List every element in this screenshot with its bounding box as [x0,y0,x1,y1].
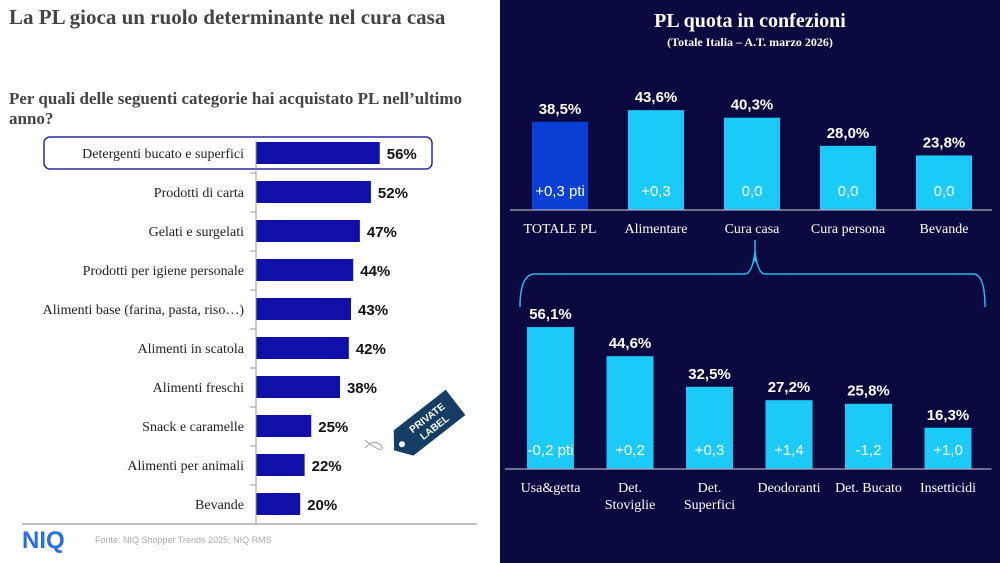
bar [256,415,312,437]
category-label: Det. Bucato [835,481,902,496]
change-label: +0,3 [641,183,671,200]
value-label: 25% [318,419,348,436]
category-label: TOTALE PL [524,222,597,237]
bar [820,145,876,210]
category-label: Prodotti di carta [154,186,245,201]
bar [256,181,371,203]
change-label: +1,4 [774,442,804,459]
value-label: 44,6% [609,335,652,352]
bar [686,386,733,469]
value-label: 22% [312,458,342,475]
change-label: +0,2 [615,442,645,459]
value-label: 23,8% [923,134,966,151]
category-label: Alimenti per animali [127,459,244,474]
category-label: Det. Stoviglie [605,481,656,513]
category-label: Alimentare [625,222,688,237]
value-label: 43% [358,302,388,319]
private-label-tag-icon: PRIVATE LABEL [364,389,466,456]
bar [256,142,380,164]
bar [256,376,340,398]
value-label: 43,6% [635,89,678,106]
change-label: +0,3 [695,442,725,459]
category-label: Cura casa [725,222,781,237]
source-note: Fonte: NIQ Shopper Trends 2025; NIQ RMS [95,535,272,545]
change-label: -0,2 pti [528,442,574,459]
bar [256,220,360,242]
category-label: Deodoranti [758,481,821,496]
chart-title: PL quota in confezioni [654,10,846,32]
value-label: 38,5% [539,101,582,118]
change-label: 0,0 [742,183,763,200]
category-label: Prodotti per igiene personale [83,264,244,279]
value-label: 40,3% [731,97,774,114]
category-label: Snack e caramelle [142,420,244,435]
category-label: Bevande [195,498,244,513]
bar [845,403,892,469]
change-label: +1,0 [933,442,963,459]
category-label: Gelati e surgelati [149,225,244,240]
bar [924,427,972,469]
value-label: 42% [356,341,386,358]
value-label: 20% [307,497,337,514]
category-label: Alimenti in scatola [137,342,244,357]
bar [256,259,354,281]
value-label: 52% [378,185,408,202]
value-label: 27,2% [768,379,811,396]
bar [256,493,301,515]
value-label: 47% [367,224,397,241]
survey-question: Per quali delle seguenti categorie hai a… [9,89,462,128]
category-label: Alimenti freschi [153,381,244,396]
share-bar-charts: 38,5% +0,3 pti TOTALE PL 43,6% +0,3 Alimentar… [505,89,992,513]
left-panel: La PL gioca un ruolo determinante nel cu… [9,5,477,554]
bar [256,454,305,476]
chart-subtitle: (Totale Italia – A.T. marzo 2026) [667,35,833,49]
category-label: Usa&getta [521,481,582,496]
bar [724,117,780,210]
value-label: 56% [387,146,417,163]
category-label: Bevande [920,222,969,237]
change-label: -1,2 [856,442,882,459]
bracket [519,251,986,308]
bar [765,400,813,469]
change-label: +0,3 pti [535,183,585,200]
category-label: Det. Superfici [684,481,735,513]
change-label: 0,0 [934,183,955,200]
right-panel: PL quota in confezioni (Totale Italia – … [500,0,1000,563]
value-label: 44% [360,263,390,280]
value-label: 32,5% [688,366,731,383]
value-label: 16,3% [927,407,970,424]
category-label: Detergenti bucato e superfici [82,147,244,162]
bar [532,121,588,210]
page-title: La PL gioca un ruolo determinante nel cu… [9,5,446,29]
category-label: Cura persona [811,222,886,237]
category-label: Alimenti base (farina, pasta, riso…) [43,303,245,318]
highlight-box [43,136,433,170]
change-label: 0,0 [838,183,859,200]
value-label: 25,8% [847,383,890,400]
value-label: 28,0% [827,125,870,142]
bar [916,155,972,210]
value-label: 38% [347,380,377,397]
value-label: 56,1% [529,306,572,323]
niq-logo: NIQ [22,527,65,554]
bar [527,327,574,469]
bar [256,298,352,320]
bar [628,110,684,210]
bar [256,337,349,359]
survey-bar-chart: Detergenti bucato e superfici 56% Prodotti… [22,136,477,525]
category-label: Insetticidi [920,481,976,496]
bar [606,356,654,469]
